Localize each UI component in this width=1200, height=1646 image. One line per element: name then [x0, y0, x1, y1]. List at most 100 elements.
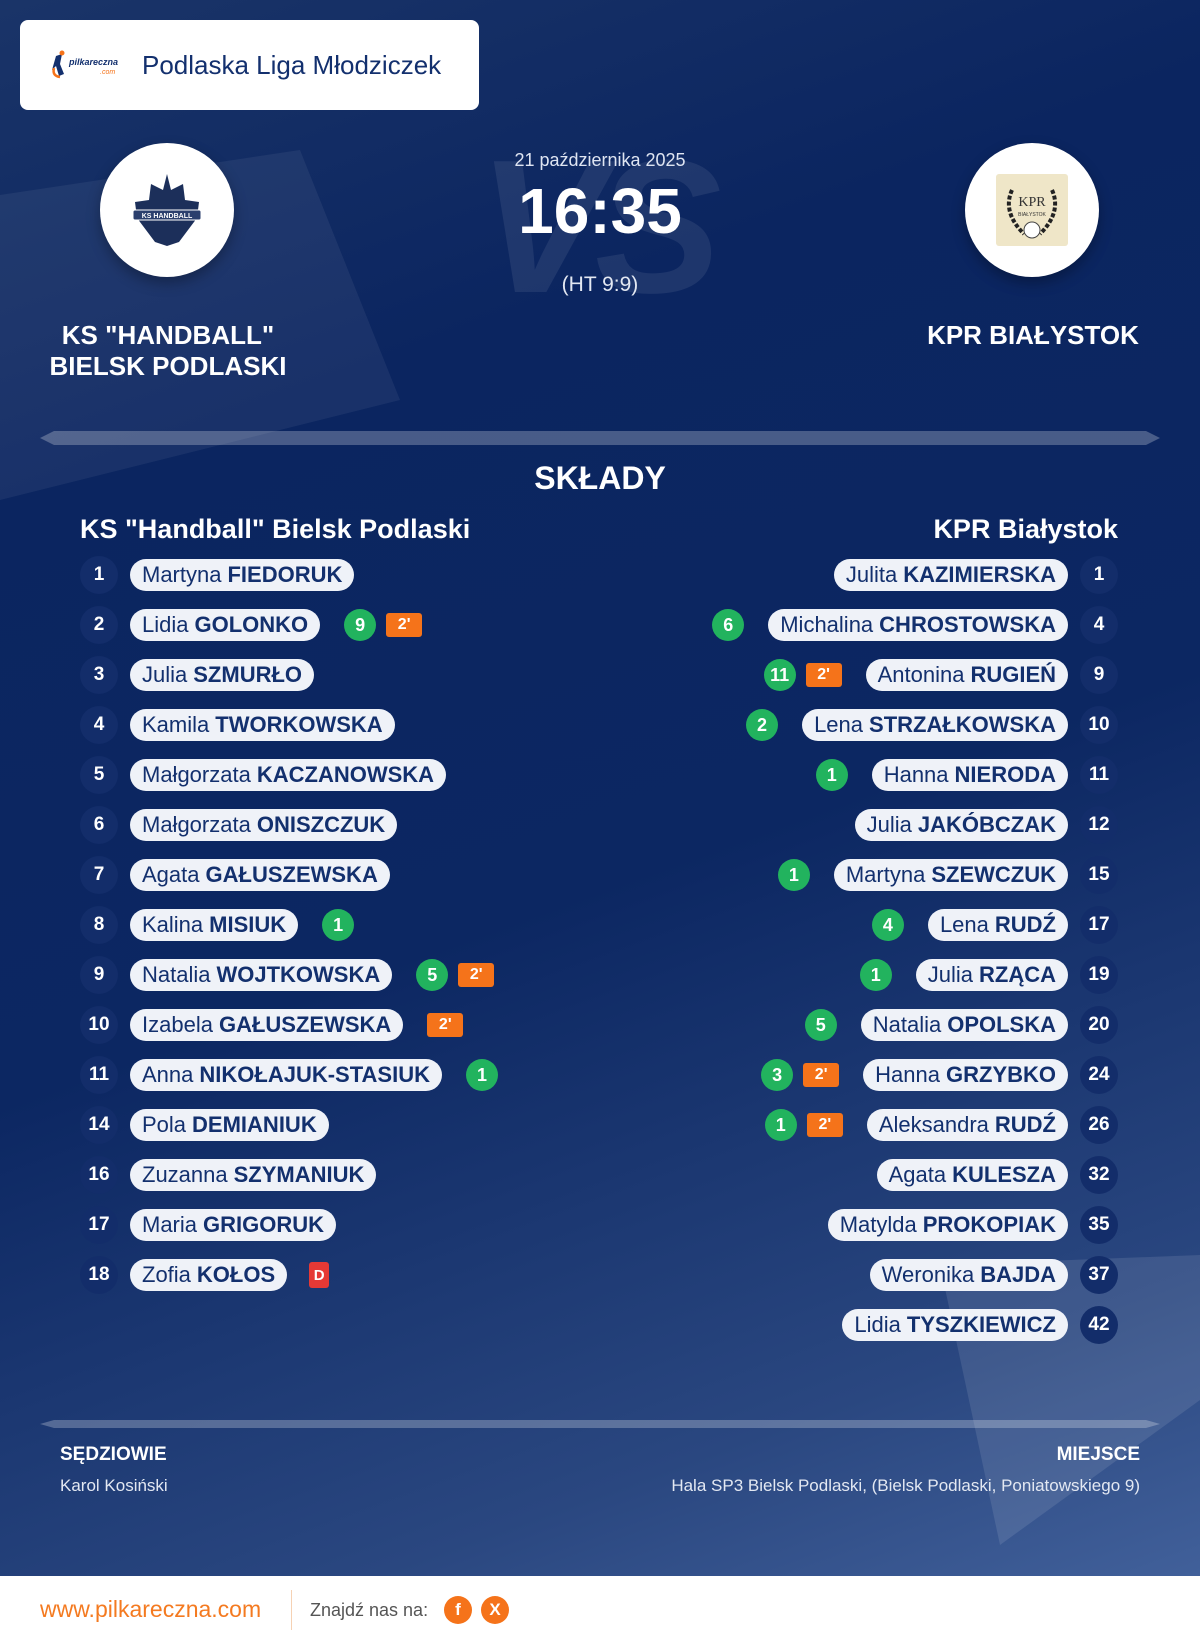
shirt-number: 20: [1080, 1006, 1118, 1044]
two-minute-penalty-badge: 2': [806, 1113, 843, 1137]
match-card: pilkareczna .com Podlaska Liga Młodzicze…: [0, 0, 1200, 1576]
player-name[interactable]: Antonina RUGIEŃ: [865, 659, 1068, 691]
player-name[interactable]: Zuzanna SZYMANIUK: [130, 1159, 377, 1191]
player-name[interactable]: Julita KAZIMIERSKA: [833, 559, 1068, 591]
website-link[interactable]: www.pilkareczna.com: [40, 1596, 262, 1622]
facebook-icon[interactable]: f: [444, 1596, 472, 1624]
player-name[interactable]: Julia RZĄCA: [915, 959, 1068, 991]
player-first-name: Zuzanna: [142, 1162, 228, 1187]
two-minute-penalty-badge: 2': [805, 663, 842, 687]
player-first-name: Lena: [939, 912, 989, 937]
player-first-name: Julia: [927, 962, 973, 987]
player-name[interactable]: Małgorzata KACZANOWSKA: [130, 759, 447, 791]
player-name[interactable]: Michalina CHROSTOWSKA: [768, 609, 1068, 641]
player-name[interactable]: Kalina MISIUK: [130, 909, 299, 941]
goals-badge: 6: [712, 609, 745, 641]
player-last-name: GAŁUSZEWSKA: [205, 862, 378, 887]
player-name[interactable]: Kamila TWORKOWSKA: [130, 709, 395, 741]
player-name[interactable]: Natalia WOJTKOWSKA: [130, 959, 393, 991]
player-last-name: GRIGORUK: [203, 1212, 325, 1237]
player-first-name: Maria: [142, 1212, 198, 1237]
player-row: 3 Julia SZMURŁO: [80, 656, 315, 694]
shirt-number: 11: [80, 1056, 118, 1094]
player-first-name: Julia: [866, 812, 912, 837]
player-last-name: BAJDA: [980, 1262, 1056, 1287]
player-first-name: Martyna: [845, 862, 926, 887]
shirt-number: 9: [80, 956, 118, 994]
player-last-name: STRZAŁKOWSKA: [869, 712, 1056, 737]
player-name[interactable]: Lena STRZAŁKOWSKA: [802, 709, 1068, 741]
section-divider: [40, 431, 1160, 445]
player-name[interactable]: Hanna NIERODA: [871, 759, 1068, 791]
home-team-name-line1: KS "HANDBALL": [61, 320, 275, 350]
svg-text:BIAŁYSTOK: BIAŁYSTOK: [1018, 212, 1046, 218]
player-row: 26 Aleksandra RUDŹ 1 2': [764, 1106, 1118, 1144]
goals-badge: 9: [344, 609, 377, 641]
player-row: 6 Małgorzata ONISZCZUK: [80, 806, 398, 844]
player-row: 11 Anna NIKOŁAJUK-STASIUK 1: [80, 1056, 498, 1094]
shirt-number: 9: [1080, 656, 1118, 694]
disqualification-badge: D: [309, 1262, 330, 1288]
league-title: Podlaska Liga Młodziczek: [142, 49, 442, 80]
player-row: 11 Hanna NIERODA 1: [815, 756, 1118, 794]
player-name[interactable]: Anna NIKOŁAJUK-STASIUK: [130, 1059, 442, 1091]
player-last-name: SZYMANIUK: [233, 1162, 365, 1187]
player-last-name: GOLONKO: [194, 612, 309, 637]
player-first-name: Kamila: [142, 712, 210, 737]
player-name[interactable]: Maria GRIGORUK: [130, 1209, 337, 1241]
player-name[interactable]: Agata KULESZA: [876, 1159, 1068, 1191]
player-name[interactable]: Lidia TYSZKIEWICZ: [842, 1309, 1068, 1341]
player-last-name: PROKOPIAK: [922, 1212, 1056, 1237]
player-name[interactable]: Matylda PROKOPIAK: [827, 1209, 1068, 1241]
footer-divider: [40, 1420, 1160, 1428]
shirt-number: 14: [80, 1106, 118, 1144]
player-first-name: Lidia: [854, 1312, 901, 1337]
player-last-name: FIEDORUK: [227, 562, 343, 587]
player-events: 2: [746, 709, 779, 741]
two-minute-penalty-badge: 2': [458, 963, 495, 987]
player-last-name: RUDŹ: [994, 912, 1056, 937]
player-row: 20 Natalia OPOLSKA 5: [804, 1006, 1118, 1044]
player-name[interactable]: Julia SZMURŁO: [130, 659, 315, 691]
player-name[interactable]: Martyna FIEDORUK: [130, 559, 355, 591]
player-last-name: RUGIEŃ: [970, 662, 1056, 687]
shirt-number: 15: [1080, 856, 1118, 894]
shirt-number: 8: [80, 906, 118, 944]
player-name[interactable]: Małgorzata ONISZCZUK: [130, 809, 398, 841]
player-events: 1: [322, 909, 355, 941]
player-name[interactable]: Izabela GAŁUSZEWSKA: [130, 1009, 404, 1041]
player-name[interactable]: Lidia GOLONKO: [130, 609, 321, 641]
player-name[interactable]: Hanna GRZYBKO: [863, 1059, 1068, 1091]
player-events: 1 2': [764, 1109, 843, 1141]
player-name[interactable]: Zofia KOŁOS: [130, 1259, 288, 1291]
player-name[interactable]: Martyna SZEWCZUK: [833, 859, 1068, 891]
player-name[interactable]: Julia JAKÓBCZAK: [854, 809, 1068, 841]
player-name[interactable]: Lena RUDŹ: [927, 909, 1068, 941]
goals-badge: 1: [815, 759, 848, 791]
shirt-number: 17: [80, 1206, 118, 1244]
two-minute-penalty-badge: 2': [427, 1013, 464, 1037]
player-first-name: Małgorzata: [142, 762, 251, 787]
player-last-name: SZMURŁO: [193, 662, 303, 687]
pilkareczna-logo[interactable]: pilkareczna .com: [50, 50, 120, 80]
squads-title: SKŁADY: [534, 460, 666, 496]
player-events: 1: [465, 1059, 498, 1091]
two-minute-penalty-badge: 2': [803, 1063, 840, 1087]
player-name[interactable]: Weronika BAJDA: [869, 1259, 1068, 1291]
shirt-number: 4: [80, 706, 118, 744]
home-team-name: KS "HANDBALL" BIELSK PODLASKI: [8, 320, 328, 382]
player-name[interactable]: Aleksandra RUDŹ: [866, 1109, 1068, 1141]
player-first-name: Małgorzata: [142, 812, 251, 837]
player-name[interactable]: Natalia OPOLSKA: [860, 1009, 1068, 1041]
player-row: 9 Antonina RUGIEŃ 11 2': [763, 656, 1118, 694]
player-events: 1: [859, 959, 892, 991]
player-name[interactable]: Agata GAŁUSZEWSKA: [130, 859, 390, 891]
player-row: 5 Małgorzata KACZANOWSKA: [80, 756, 447, 794]
x-icon[interactable]: X: [481, 1596, 509, 1624]
footer-separator: [291, 1590, 292, 1630]
player-name[interactable]: Pola DEMIANIUK: [130, 1109, 329, 1141]
shirt-number: 17: [1080, 906, 1118, 944]
player-events: 1: [777, 859, 810, 891]
shirt-number: 35: [1080, 1206, 1118, 1244]
player-events: 6: [712, 609, 745, 641]
